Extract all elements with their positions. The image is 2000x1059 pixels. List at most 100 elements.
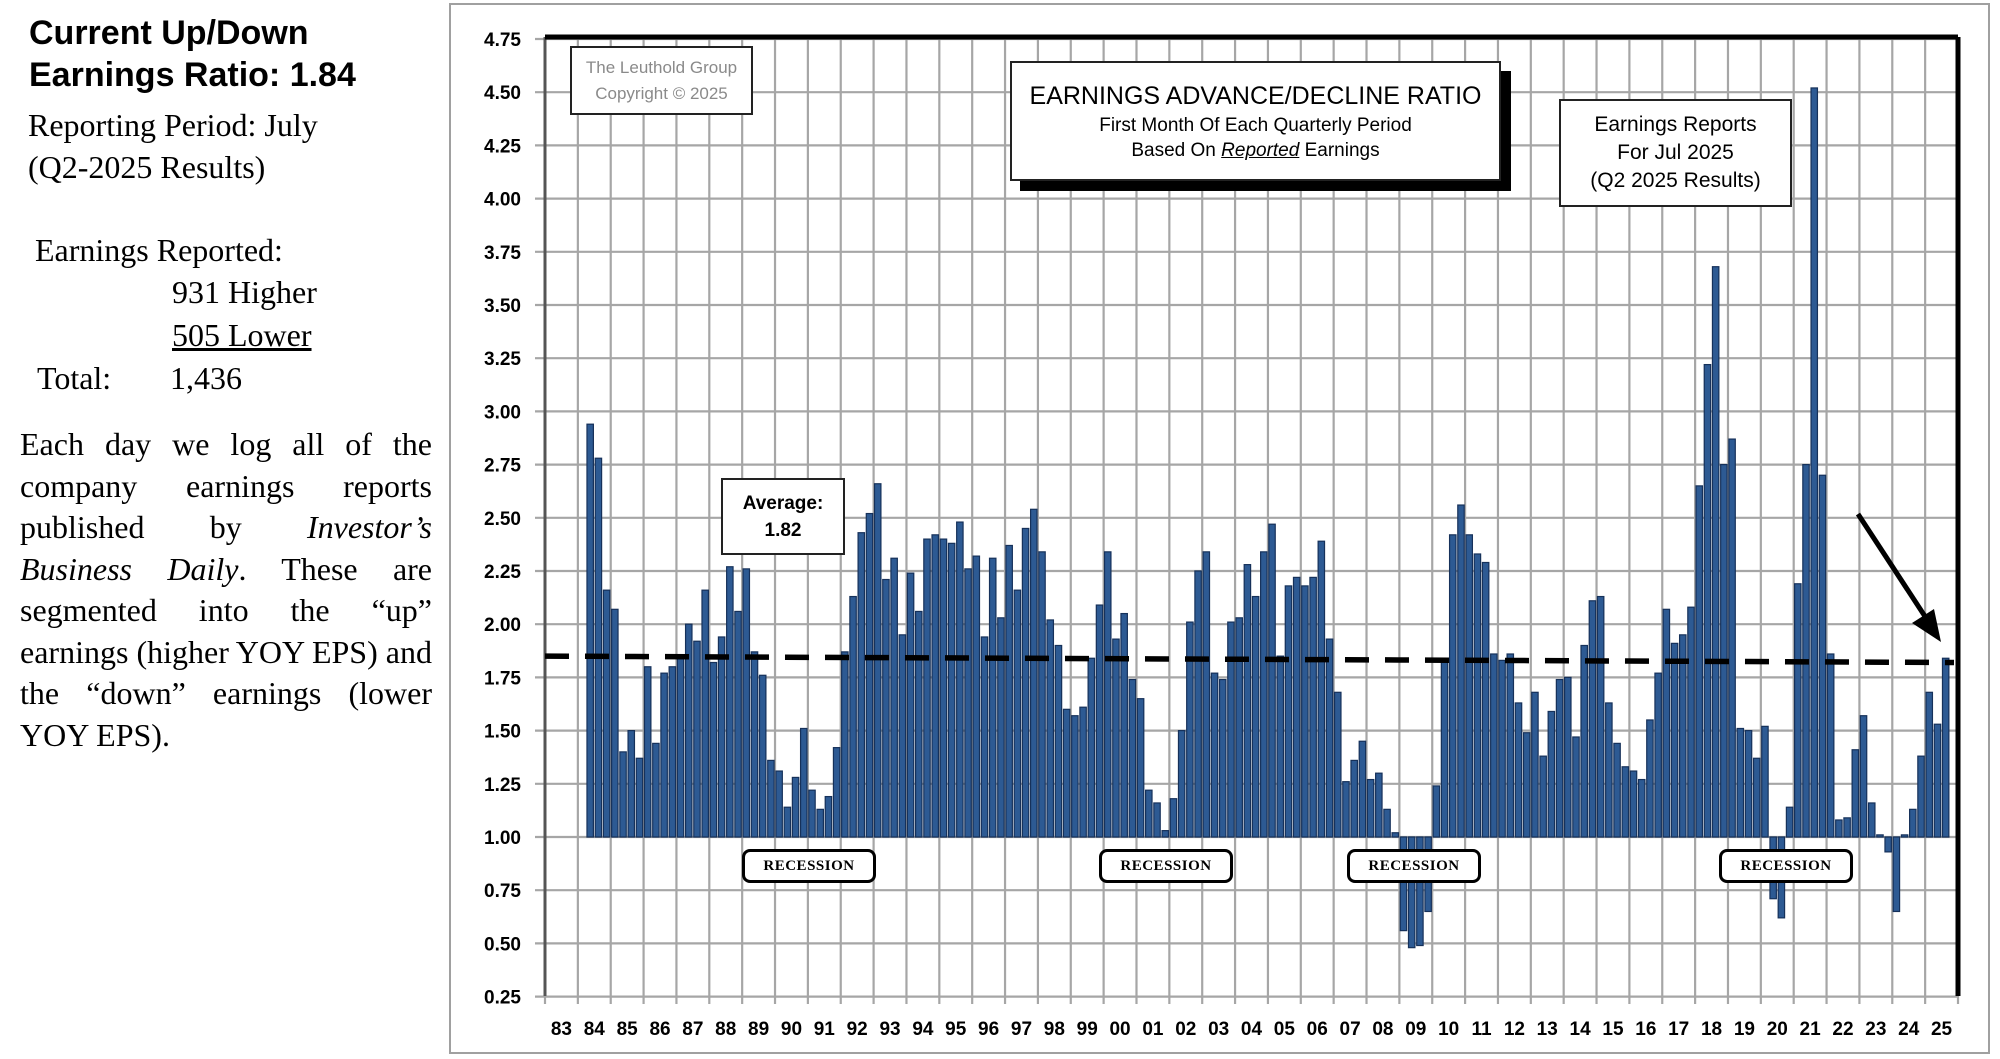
bar — [832, 747, 841, 838]
bar — [1506, 653, 1515, 838]
bar — [1407, 836, 1416, 949]
bar — [947, 542, 956, 838]
bar — [1432, 785, 1441, 838]
bar — [1243, 564, 1252, 838]
bar — [619, 751, 627, 838]
y-tick-label: 1.00 — [484, 828, 521, 849]
average-value: 1.82 — [764, 520, 802, 541]
x-tick-label: 02 — [1175, 1019, 1196, 1040]
x-tick-label: 18 — [1701, 1019, 1722, 1040]
bar — [1251, 595, 1260, 838]
bar — [1416, 836, 1424, 947]
bar — [799, 727, 808, 838]
bar — [1843, 817, 1851, 838]
bar — [1711, 266, 1720, 838]
bar — [1744, 729, 1753, 838]
subtitle-suffix: Earnings — [1304, 140, 1380, 161]
bar — [898, 634, 907, 838]
x-tick-label: 91 — [814, 1019, 836, 1040]
bar — [1317, 540, 1326, 838]
bar — [824, 795, 833, 838]
x-tick-label: 15 — [1602, 1019, 1624, 1040]
reporting-period: Reporting Period: July — [28, 107, 318, 143]
x-tick-label: 21 — [1800, 1019, 1822, 1040]
x-tick-label: 99 — [1077, 1019, 1098, 1040]
y-tick-label: 2.75 — [484, 456, 521, 477]
x-tick-label: 00 — [1109, 1019, 1130, 1040]
bar — [1210, 672, 1219, 838]
bar — [1941, 657, 1950, 838]
lower-count: 505 Lower — [172, 317, 312, 353]
bar — [1892, 836, 1901, 913]
bar — [750, 651, 759, 838]
y-tick-label: 1.75 — [484, 668, 521, 689]
x-tick-label: 85 — [617, 1019, 639, 1040]
bar — [1909, 808, 1917, 838]
x-tick-label: 07 — [1340, 1019, 1361, 1040]
x-tick-label: 25 — [1931, 1019, 1953, 1040]
bar — [1917, 755, 1925, 838]
bar — [1826, 653, 1835, 838]
bar — [1153, 802, 1161, 838]
annotation-line-3: (Q2 2025 Results) — [1590, 169, 1761, 192]
x-tick-label: 17 — [1668, 1019, 1689, 1040]
bar — [1876, 834, 1884, 838]
total-label: Total: — [37, 360, 112, 396]
bar — [1728, 438, 1736, 838]
bar — [1333, 691, 1342, 838]
bar — [1038, 551, 1046, 838]
bar — [1900, 834, 1909, 838]
bar — [1350, 759, 1358, 838]
bar — [701, 589, 710, 838]
x-tick-label: 08 — [1372, 1019, 1393, 1040]
x-tick-label: 12 — [1504, 1019, 1525, 1040]
bar — [857, 532, 866, 838]
bar — [742, 568, 751, 838]
chart-title-box: EARNINGS ADVANCE/DECLINE RATIO First Mon… — [1010, 61, 1501, 181]
bar — [1670, 642, 1679, 838]
bar — [627, 729, 636, 838]
x-tick-label: 97 — [1011, 1019, 1032, 1040]
x-tick-label: 11 — [1471, 1019, 1492, 1040]
bar — [693, 640, 701, 838]
bar — [1062, 708, 1071, 838]
bar — [808, 789, 816, 838]
bar — [1695, 485, 1704, 838]
reporting-results: (Q2-2025 Results) — [28, 149, 266, 185]
x-tick-label: 20 — [1767, 1019, 1788, 1040]
x-tick-label: 84 — [584, 1019, 606, 1040]
y-tick-label: 0.25 — [484, 988, 521, 1009]
x-tick-label: 83 — [551, 1019, 572, 1040]
bar — [1810, 87, 1819, 838]
bar — [1260, 551, 1268, 838]
x-tick-label: 86 — [649, 1019, 670, 1040]
bar — [1859, 715, 1868, 838]
x-tick-label: 04 — [1241, 1019, 1263, 1040]
bar — [1128, 678, 1137, 838]
recession-label-2001: RECESSION — [1099, 849, 1233, 883]
bar — [1761, 725, 1769, 838]
bar — [1687, 606, 1695, 838]
bar — [1884, 836, 1892, 853]
x-tick-label: 01 — [1142, 1019, 1164, 1040]
bar — [1629, 770, 1638, 838]
bar — [1292, 576, 1301, 838]
bar — [849, 595, 857, 838]
paragraph-source: Investor’s Business Daily — [20, 509, 432, 587]
bar — [1818, 474, 1827, 838]
bar — [1867, 802, 1876, 838]
bar — [1276, 655, 1285, 838]
bar — [1235, 617, 1243, 838]
heading-line-2: Earnings Ratio: 1.84 — [29, 56, 356, 94]
bar — [1547, 710, 1556, 838]
x-tick-label: 13 — [1537, 1019, 1558, 1040]
bar — [1621, 766, 1630, 838]
bar — [1457, 504, 1465, 838]
bar — [1752, 757, 1761, 838]
bar — [1391, 832, 1400, 838]
bar — [1021, 527, 1030, 838]
bar — [1605, 702, 1613, 838]
bar — [931, 534, 940, 838]
bar — [1580, 644, 1589, 838]
